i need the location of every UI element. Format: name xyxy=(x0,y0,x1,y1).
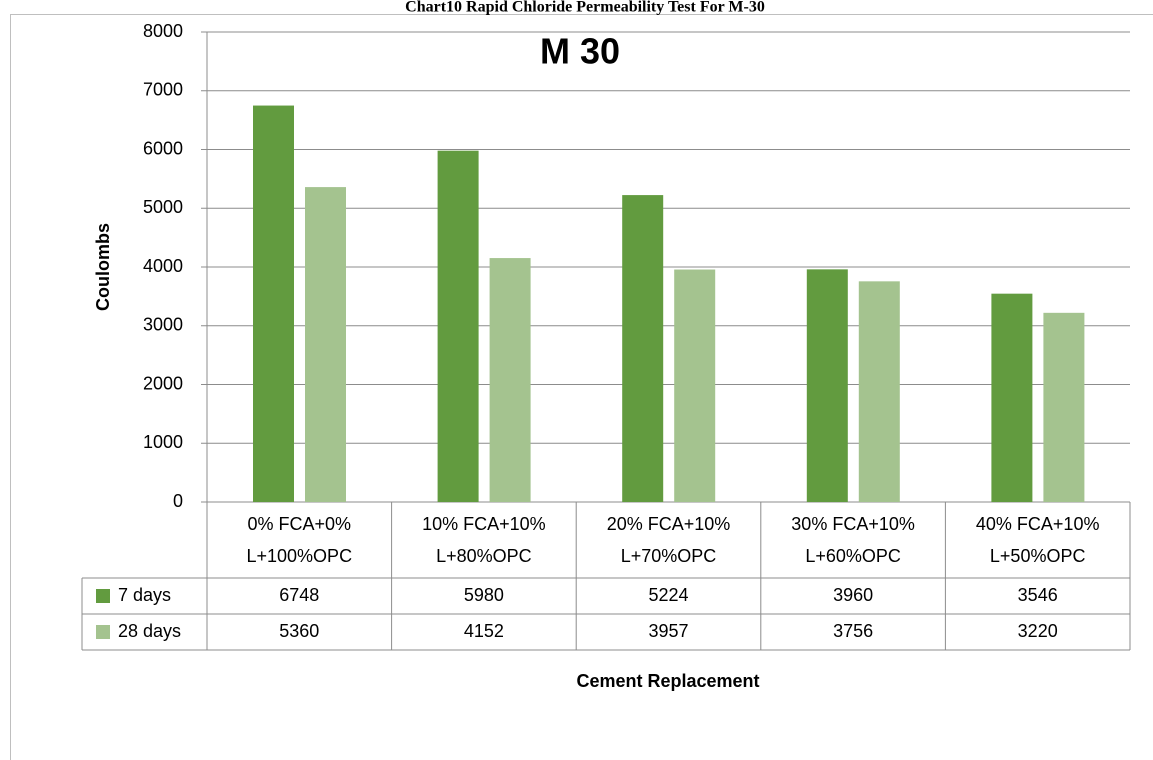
table-value: 3220 xyxy=(1018,621,1058,641)
table-value: 5224 xyxy=(648,585,688,605)
bar xyxy=(1043,312,1085,502)
y-tick-label: 2000 xyxy=(143,373,183,393)
y-tick-label: 6000 xyxy=(143,138,183,158)
chart-title: M 30 xyxy=(540,31,620,72)
bar xyxy=(674,269,716,502)
bar xyxy=(305,187,346,502)
y-tick-label: 7000 xyxy=(143,80,183,100)
y-tick-label: 8000 xyxy=(143,21,183,41)
table-value: 3960 xyxy=(833,585,873,605)
table-value: 4152 xyxy=(464,621,504,641)
x-axis-label: Cement Replacement xyxy=(576,671,759,691)
bar xyxy=(806,269,848,502)
table-value: 5980 xyxy=(464,585,504,605)
chart-border xyxy=(10,14,1153,760)
bar xyxy=(991,293,1033,502)
x-tick-label: 30% FCA+10% L+60%OPC xyxy=(791,514,915,566)
legend-swatch xyxy=(96,589,110,603)
y-axis-label: Coulombs xyxy=(93,223,113,311)
table-value: 6748 xyxy=(279,585,319,605)
bar xyxy=(622,195,664,502)
table-value: 3756 xyxy=(833,621,873,641)
x-tick-label: 20% FCA+10% L+70%OPC xyxy=(606,514,731,566)
y-tick-label: 5000 xyxy=(143,197,183,217)
y-tick-label: 4000 xyxy=(143,256,183,276)
legend-swatch xyxy=(96,625,110,639)
x-tick-label: 40% FCA+10% L+50%OPC xyxy=(975,514,1100,566)
bar xyxy=(489,258,531,502)
legend-label: 7 days xyxy=(118,585,171,605)
y-tick-label: 0 xyxy=(173,491,183,511)
x-tick-label: 0% FCA+0% L+100%OPC xyxy=(246,514,353,566)
y-tick-label: 1000 xyxy=(143,432,183,452)
table-value: 5360 xyxy=(279,621,319,641)
bar xyxy=(437,150,479,503)
y-tick-label: 3000 xyxy=(143,315,183,335)
bar xyxy=(858,281,900,502)
table-value: 3957 xyxy=(648,621,688,641)
table-value: 3546 xyxy=(1018,585,1058,605)
caption: Chart10 Rapid Chloride Permeability Test… xyxy=(405,0,765,16)
bar xyxy=(253,105,294,503)
x-tick-label: 10% FCA+10% L+80%OPC xyxy=(422,514,546,566)
legend-label: 28 days xyxy=(118,621,181,641)
